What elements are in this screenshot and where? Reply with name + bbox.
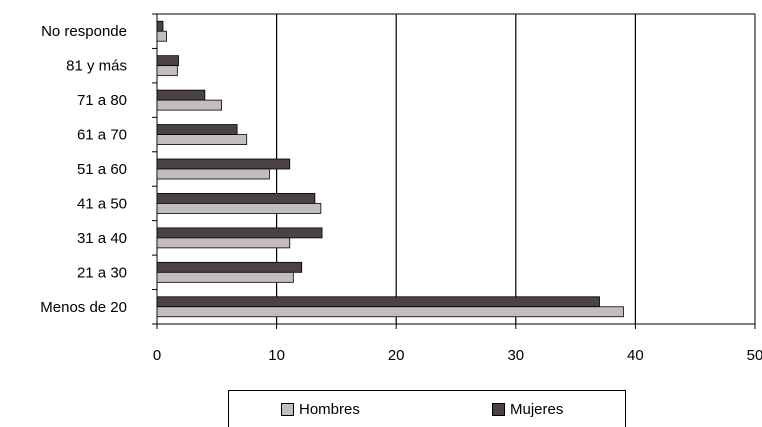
bar-mujeres-8 (156, 20, 164, 32)
y-tick-label: Menos de 20 (40, 299, 127, 316)
legend-label-mujeres: Mujeres (510, 401, 564, 418)
bar-hombres-2 (156, 237, 291, 249)
x-tick-label: 50 (747, 347, 762, 364)
bar-chart: Menos de 20 21 a 30 31 a 40 41 a 50 51 a 60 6… (40, 13, 762, 364)
bar-hombres-0 (156, 306, 624, 318)
bar-mujeres-4 (156, 158, 291, 170)
legend-swatch-hombres (281, 403, 294, 416)
x-tick-label: 20 (388, 347, 405, 364)
bar-hombres-7 (156, 65, 178, 77)
bar-mujeres-3 (156, 193, 316, 204)
legend: Hombres Mujeres (228, 390, 626, 427)
legend-item-hombres: Hombres (281, 401, 360, 418)
y-tick-label: 31 a 40 (77, 230, 127, 247)
bar-mujeres-5 (156, 124, 238, 135)
x-tick-label: 40 (627, 347, 644, 364)
bar-mujeres-6 (156, 89, 206, 101)
y-tick-label: 71 a 80 (77, 92, 127, 109)
y-tick-label: 21 a 30 (77, 264, 127, 281)
x-axis: 0 10 20 30 40 50 (153, 324, 762, 364)
bar-hombres-3 (156, 203, 322, 214)
bar-mujeres-7 (156, 55, 179, 67)
x-tick-label: 10 (268, 347, 285, 364)
legend-item-mujeres: Mujeres (492, 401, 563, 418)
bar-hombres-8 (156, 30, 167, 42)
y-axis: Menos de 20 21 a 30 31 a 40 41 a 50 51 a 60 6… (40, 13, 157, 325)
bar-hombres-5 (156, 134, 248, 145)
bar-hombres-4 (156, 168, 270, 180)
x-tick-label: 0 (153, 347, 161, 364)
y-tick-label: 61 a 70 (77, 127, 127, 144)
bar-mujeres-2 (156, 227, 323, 239)
bar-hombres-1 (156, 271, 294, 283)
y-tick-label: 51 a 60 (77, 161, 127, 178)
y-tick-label: 41 a 50 (77, 195, 127, 212)
bars (156, 20, 624, 318)
legend-label-hombres: Hombres (299, 401, 360, 418)
legend-swatch-mujeres (492, 403, 505, 416)
y-tick-label: 81 y más (66, 58, 127, 75)
bar-hombres-6 (156, 99, 222, 111)
y-tick-label: No responde (41, 23, 127, 40)
bar-mujeres-1 (156, 261, 303, 273)
bar-mujeres-0 (156, 296, 600, 308)
x-tick-label: 30 (507, 347, 524, 364)
